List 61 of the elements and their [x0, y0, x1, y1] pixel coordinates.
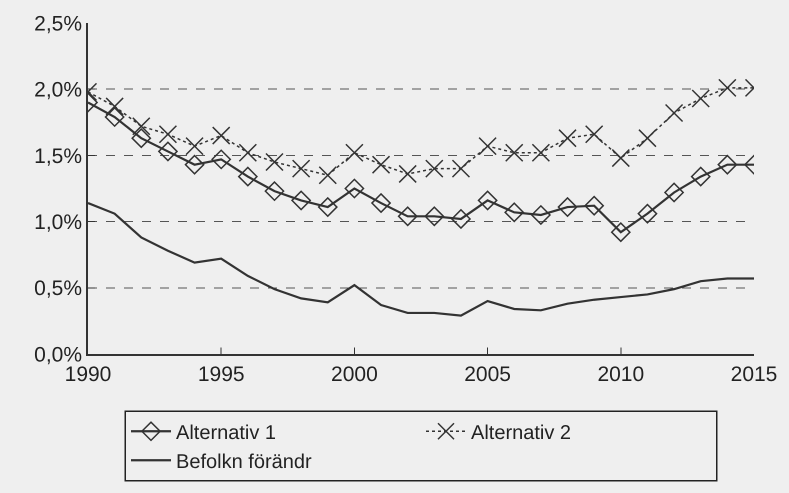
point — [238, 166, 258, 186]
legend-label: Alternativ 1 — [176, 422, 276, 444]
point — [345, 144, 364, 162]
point — [558, 128, 577, 148]
x-tick-label: 1995 — [198, 362, 245, 386]
point — [531, 205, 551, 225]
point — [425, 159, 444, 178]
point — [105, 97, 124, 116]
x-tick-label: 2010 — [597, 362, 644, 386]
point — [291, 190, 311, 210]
x-tick-label: 2000 — [331, 362, 378, 386]
point — [318, 197, 338, 217]
point — [690, 166, 711, 186]
point — [132, 117, 151, 136]
point — [158, 142, 178, 162]
point — [158, 124, 178, 144]
point — [664, 104, 684, 122]
point — [718, 78, 737, 98]
point — [638, 204, 658, 224]
y-tick-label: 2,0% — [34, 78, 82, 102]
point — [185, 136, 204, 156]
point — [664, 182, 684, 202]
y-tick-label: 1,0% — [34, 210, 82, 234]
x-tick-label: 2005 — [464, 362, 511, 386]
point — [451, 209, 471, 229]
point — [584, 196, 604, 216]
point — [238, 144, 258, 162]
point — [452, 159, 470, 178]
point — [104, 107, 124, 127]
legend-label: Befolkn förändr — [176, 451, 312, 474]
point — [504, 144, 524, 162]
point — [610, 222, 631, 242]
point — [718, 154, 738, 175]
x-tick-label: 2015 — [730, 362, 778, 386]
y-tick-label: 1,5% — [34, 144, 82, 168]
point — [504, 202, 524, 222]
point — [612, 148, 630, 168]
point — [264, 181, 284, 201]
point — [398, 206, 418, 226]
point — [398, 164, 417, 184]
point — [211, 150, 232, 170]
point — [691, 89, 710, 108]
point — [584, 124, 604, 144]
point — [318, 166, 338, 185]
legend-label: Alternativ 2 — [471, 422, 572, 444]
point — [478, 136, 497, 156]
point — [184, 154, 204, 175]
point — [372, 155, 390, 174]
point — [131, 128, 152, 148]
y-tick-label: 2,5% — [34, 12, 82, 36]
point — [638, 128, 657, 148]
point — [212, 126, 230, 145]
point — [344, 178, 364, 198]
point — [558, 197, 578, 217]
point — [292, 159, 310, 178]
y-tick-label: 0,5% — [34, 277, 82, 300]
point — [265, 152, 284, 172]
point — [478, 190, 498, 210]
point — [532, 144, 550, 162]
point — [424, 206, 444, 226]
point — [371, 193, 391, 213]
